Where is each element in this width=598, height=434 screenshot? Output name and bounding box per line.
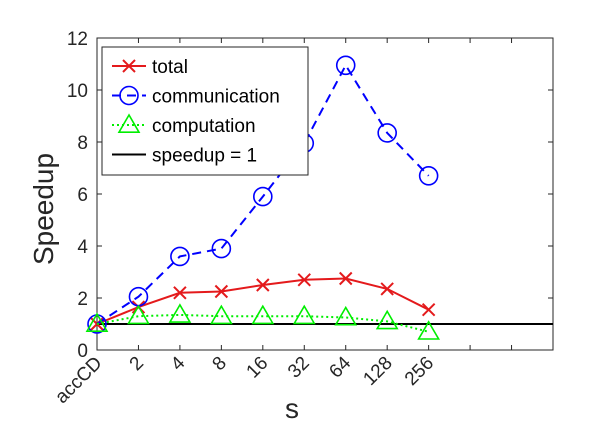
data-point-computation [375, 309, 399, 330]
data-point-communication [253, 186, 273, 207]
y-tick-label: 0 [77, 341, 88, 362]
data-point-computation [292, 304, 316, 325]
legend-label: speedup = 1 [152, 146, 257, 167]
data-point-computation [334, 305, 358, 326]
y-tick-label: 8 [77, 133, 88, 154]
series-layer [85, 55, 441, 340]
data-point-computation [168, 303, 192, 323]
data-point-communication [170, 246, 190, 267]
series-computation [85, 303, 441, 340]
legend: total communication computation speedup = 1 [101, 46, 309, 176]
x-axis-title: s [285, 393, 299, 424]
data-point-total [256, 278, 270, 292]
data-point-total [297, 273, 311, 287]
data-point-total [173, 286, 187, 300]
marker-stroke [256, 278, 270, 292]
marker-stroke [122, 59, 136, 73]
marker-stroke [297, 273, 311, 287]
data-point-total [380, 282, 394, 296]
legend-label: communication [152, 87, 280, 108]
y-axis-title: Speedup [28, 153, 59, 265]
legend-marker [117, 113, 141, 133]
y-tick-label: 10 [67, 81, 88, 102]
data-point-computation [85, 312, 109, 333]
data-point-total [421, 302, 436, 317]
legend-entry-2: computation [112, 113, 256, 137]
legend-entry-1: communication [112, 85, 280, 108]
legend-entry-3: speedup = 1 [112, 146, 257, 167]
y-tick-label: 6 [77, 185, 88, 206]
legend-entry-0: total [112, 57, 188, 78]
marker-stroke [173, 286, 187, 300]
series-total [90, 271, 436, 331]
legend-label: total [152, 57, 188, 78]
data-point-total [339, 271, 353, 286]
data-point-total [214, 284, 229, 299]
marker-stroke [421, 302, 436, 317]
data-point-communication [335, 55, 356, 76]
y-tick-label: 12 [67, 29, 88, 50]
marker-stroke [339, 271, 353, 286]
legend-marker [119, 85, 139, 106]
series-line-communication [96, 63, 430, 325]
marker-stroke [214, 284, 229, 299]
data-point-communication [377, 123, 397, 143]
data-point-communication [418, 166, 439, 186]
data-point-computation [251, 304, 275, 325]
y-tick-label: 4 [77, 237, 88, 258]
series-line-computation [96, 313, 429, 333]
data-point-computation [417, 320, 441, 340]
legend-label: computation [152, 116, 256, 137]
data-point-computation [127, 304, 150, 325]
y-tick-label: 2 [77, 289, 88, 310]
data-point-communication [211, 238, 232, 259]
data-point-computation [209, 304, 233, 325]
marker-stroke [380, 282, 394, 296]
legend-marker [122, 59, 136, 73]
